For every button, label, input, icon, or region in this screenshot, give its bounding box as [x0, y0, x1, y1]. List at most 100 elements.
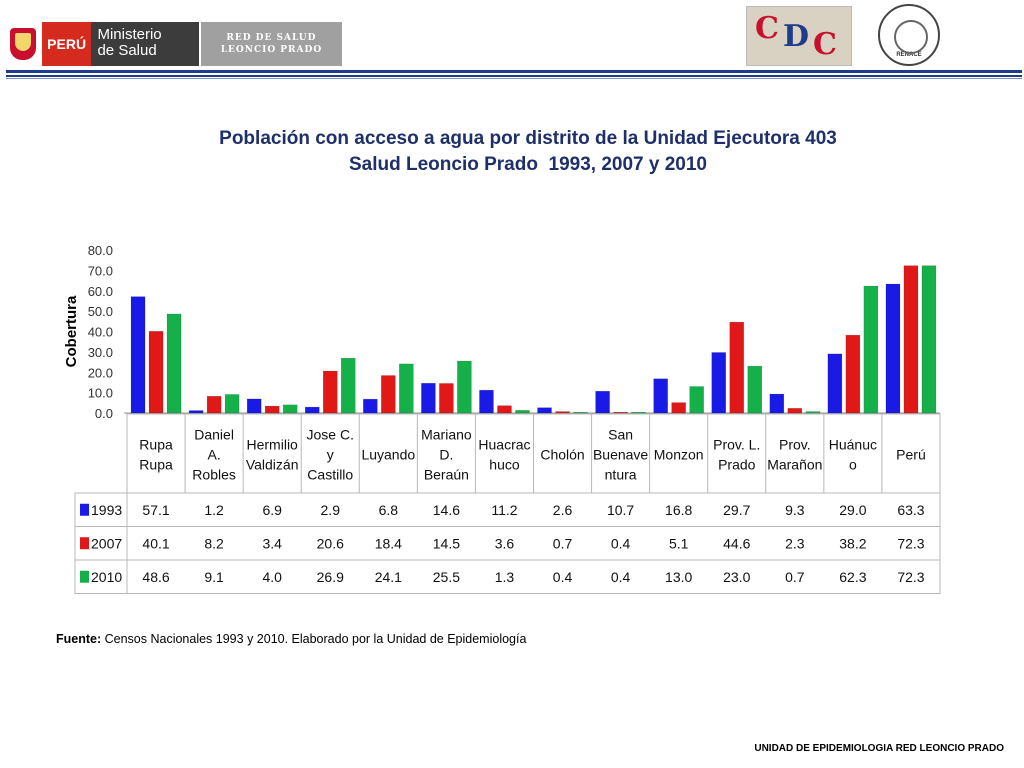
bar-2007	[671, 402, 686, 414]
table-row	[74, 559, 941, 594]
data-label-2010: 0.7	[785, 569, 805, 585]
table-row	[74, 526, 941, 561]
data-label-2010: 62.3	[839, 569, 866, 585]
data-label-2007: 8.2	[204, 535, 224, 551]
data-label-2010: 0.4	[553, 569, 573, 585]
bar-2010	[863, 285, 879, 414]
bar-1993	[827, 353, 843, 414]
bar-2007	[555, 411, 570, 414]
data-label-1993: 1.2	[204, 502, 224, 518]
data-label-1993: 63.3	[897, 502, 924, 518]
data-label-2010: 72.3	[897, 569, 924, 585]
bar-1993	[479, 389, 494, 414]
ministerio-logo: PERÚ Ministerio de Salud RED DE SALUD LE…	[4, 22, 342, 66]
bar-1993	[363, 398, 378, 414]
category-label: o	[849, 457, 857, 473]
bar-2007	[381, 375, 396, 414]
category-label: Jose C.	[307, 427, 354, 443]
category-label: Luyando	[361, 447, 415, 463]
y-tick-label: 80.0	[88, 243, 113, 258]
bar-2010	[747, 365, 762, 414]
peru-coat-of-arms-icon	[4, 22, 42, 66]
legend-label-2007: 2007	[91, 535, 122, 551]
bar-2007	[613, 411, 628, 414]
data-label-1993: 6.9	[262, 502, 282, 518]
category-label: Rupa	[139, 457, 173, 473]
category-label: Huánuc	[829, 437, 877, 453]
category-label: D.	[439, 447, 453, 463]
bar-2010	[689, 386, 704, 414]
y-tick-label: 0.0	[95, 406, 113, 421]
data-label-1993: 14.6	[433, 502, 460, 518]
y-tick-label: 50.0	[88, 304, 113, 319]
renace-logo: RENACE	[878, 4, 940, 66]
data-label-2007: 0.7	[553, 535, 573, 551]
data-label-2010: 25.5	[433, 569, 460, 585]
bar-2010	[399, 363, 414, 414]
bar-1993	[421, 383, 436, 414]
data-label-2007: 18.4	[375, 535, 402, 551]
category-label: Cholón	[540, 447, 584, 463]
bar-2010	[805, 411, 821, 414]
data-label-2010: 9.1	[204, 569, 224, 585]
legend-swatch-2007	[80, 537, 89, 550]
category-label: Prov.	[779, 437, 811, 453]
bar-2007	[903, 265, 919, 414]
ministerio-line2: de Salud	[97, 42, 157, 59]
y-axis-label: Cobertura	[63, 295, 80, 367]
y-tick-label: 70.0	[88, 263, 113, 278]
y-tick-label: 40.0	[88, 325, 113, 340]
bar-2007	[206, 396, 222, 414]
table-row	[74, 492, 941, 527]
bar-2010	[224, 394, 240, 414]
bar-1993	[595, 390, 610, 414]
renace-label: RENACE	[896, 52, 922, 58]
header-rule	[6, 78, 1022, 79]
footer-text: UNIDAD DE EPIDEMIOLOGIA RED LEONCIO PRAD…	[754, 743, 1004, 754]
ministerio-line1: Ministerio	[97, 26, 162, 43]
data-label-2007: 38.2	[839, 535, 866, 551]
data-label-2007: 40.1	[142, 535, 169, 551]
category-label: Prov. L.	[713, 437, 760, 453]
data-label-1993: 10.7	[607, 502, 634, 518]
bar-2010	[631, 411, 646, 414]
category-label: Buenave	[593, 447, 648, 463]
bar-1993	[130, 296, 146, 414]
category-label: Prado	[718, 457, 756, 473]
cdc-letter-c1: C	[755, 11, 779, 46]
legend-label-1993: 1993	[91, 502, 122, 518]
legend-swatch-1993	[80, 503, 89, 516]
legend-label-2010: 2010	[91, 569, 122, 585]
bar-2007	[439, 383, 454, 414]
data-label-2007: 0.4	[611, 535, 631, 551]
data-label-2007: 72.3	[897, 535, 924, 551]
data-label-2010: 23.0	[723, 569, 750, 585]
data-label-2007: 3.6	[495, 535, 515, 551]
data-label-1993: 2.6	[553, 502, 573, 518]
title-line2: Salud Leoncio Prado 1993, 2007 y 2010	[348, 154, 707, 175]
category-label: Robles	[192, 467, 236, 483]
page-title: Población con acceso a agua por distrito…	[100, 126, 956, 178]
source-note: Fuente: Censos Nacionales 1993 y 2010. E…	[56, 632, 526, 646]
peru-label: PERÚ	[41, 22, 92, 66]
category-label: San	[608, 427, 633, 443]
bar-1993	[653, 378, 668, 414]
bar-2007	[148, 331, 164, 414]
bar-1993	[769, 393, 785, 414]
data-label-1993: 11.2	[491, 502, 517, 518]
category-label: Marañon	[767, 457, 822, 473]
header-rule	[6, 75, 1022, 77]
category-label: Perú	[896, 447, 926, 463]
data-label-2007: 20.6	[317, 535, 344, 551]
data-label-2010: 4.0	[262, 569, 282, 585]
bar-1993	[188, 410, 204, 414]
data-label-1993: 29.0	[839, 502, 866, 518]
category-label: A.	[207, 447, 220, 463]
category-label: Monzon	[654, 447, 704, 463]
bar-2010	[341, 357, 356, 414]
header: PERÚ Ministerio de Salud RED DE SALUD LE…	[0, 0, 1024, 80]
bar-1993	[305, 406, 320, 414]
red-line1: RED DE SALUD	[226, 33, 317, 43]
title-line1: Población con acceso a agua por distrito…	[219, 128, 837, 149]
